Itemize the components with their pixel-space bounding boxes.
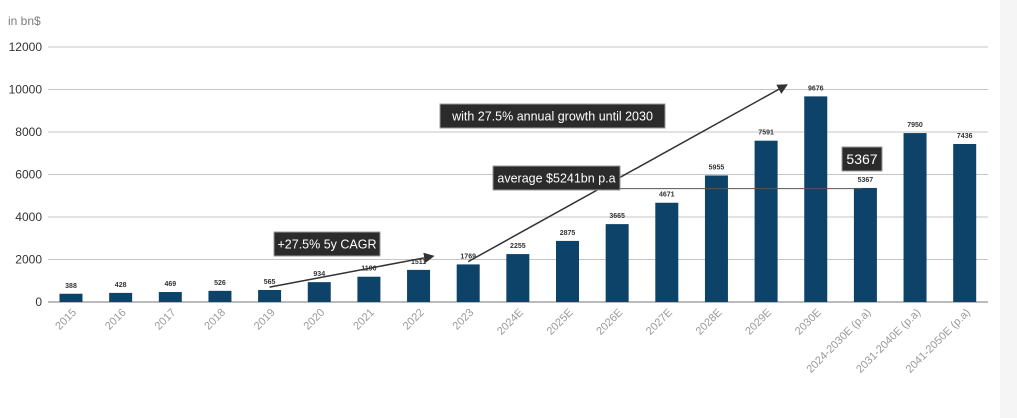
x-tick-label: 2027E xyxy=(644,307,675,338)
x-tick-label: 2018 xyxy=(202,307,228,333)
bar-value-label: 7436 xyxy=(957,133,973,140)
x-tick-label: 2021 xyxy=(351,307,377,333)
bar xyxy=(456,264,480,302)
growth-callout-box xyxy=(439,103,666,129)
cagr-callout-text: +27.5% 5y CAGR xyxy=(277,238,376,252)
x-tick-label: 2026E xyxy=(594,307,625,338)
growth-callout-text: with 27.5% annual growth until 2030 xyxy=(451,110,653,124)
cagr-callout: +27.5% 5y CAGR xyxy=(273,231,381,257)
x-tick-label: 2016 xyxy=(103,307,129,333)
bar xyxy=(556,240,579,302)
bar xyxy=(903,133,927,302)
bar-value-label: 934 xyxy=(313,271,325,278)
average-callout-box xyxy=(492,165,621,191)
bar-value-label: 428 xyxy=(115,282,127,289)
cagr-callout-box xyxy=(273,231,381,257)
bar-value-label: 7591 xyxy=(758,130,774,137)
bar-value-label: 2875 xyxy=(560,230,576,237)
bar-value-label: 1769 xyxy=(460,253,476,260)
bar-value-label: 3665 xyxy=(609,213,625,220)
bar xyxy=(853,187,877,302)
bar-value-label: 2255 xyxy=(510,243,526,250)
bar xyxy=(754,140,778,302)
average-callout: average $5241bn p.a xyxy=(492,165,621,191)
cagr-arrow xyxy=(269,252,435,288)
average-value-callout-box xyxy=(841,146,883,172)
x-tick-label: 2023 xyxy=(451,307,477,333)
bar xyxy=(258,289,282,302)
y-tick-label: 6000 xyxy=(15,168,42,182)
bar-value-label: 1190 xyxy=(361,266,376,273)
bar xyxy=(407,269,431,302)
y-tick-label: 2000 xyxy=(15,253,42,267)
bar xyxy=(357,276,381,302)
x-tick-label: 2025E xyxy=(545,307,576,338)
y-tick-label: 0 xyxy=(35,295,42,309)
x-tick-label: 2022 xyxy=(401,307,427,333)
average-callout-text: average $5241bn p.a xyxy=(497,172,615,186)
average-value-callout-text: 5367 xyxy=(846,151,877,167)
bar xyxy=(804,96,828,302)
bar-value-label: 5955 xyxy=(709,164,725,171)
x-tick-label: 2019 xyxy=(252,307,278,333)
bar xyxy=(506,254,530,302)
bar xyxy=(307,282,331,302)
x-tick-label: 2020 xyxy=(302,307,328,333)
average-value-callout: 5367 xyxy=(841,146,883,172)
growth-callout: with 27.5% annual growth until 2030 xyxy=(439,103,666,129)
bar-value-label: 4671 xyxy=(659,192,675,199)
bar xyxy=(953,143,977,302)
x-tick-label: 2024E xyxy=(495,307,526,338)
x-tick-label: 2029E xyxy=(743,307,774,338)
y-axis-unit-label: in bn$ xyxy=(8,14,41,28)
bar xyxy=(158,292,182,302)
growth-arrow xyxy=(467,84,788,263)
y-tick-label: 8000 xyxy=(15,125,42,139)
right-edge-strip xyxy=(1000,0,1017,418)
bar-value-label: 388 xyxy=(65,283,77,290)
x-tick-label: 2015 xyxy=(53,307,79,333)
y-tick-label: 12000 xyxy=(9,40,43,54)
bar-value-label: 526 xyxy=(214,280,226,287)
bar xyxy=(208,290,232,302)
bar xyxy=(655,202,679,302)
bar-value-label: 469 xyxy=(164,281,176,288)
bar-value-label: 7950 xyxy=(907,122,923,129)
x-tick-label: 2030E xyxy=(793,307,824,338)
bar xyxy=(605,224,629,302)
bar-value-label: 9676 xyxy=(808,85,824,92)
x-tick-label: 2017 xyxy=(153,307,179,333)
bar xyxy=(59,293,83,302)
y-tick-label: 10000 xyxy=(9,83,43,97)
bar-value-label: 565 xyxy=(264,279,276,286)
bar xyxy=(109,292,133,302)
bar xyxy=(704,175,728,302)
x-tick-label: 2028E xyxy=(694,307,725,338)
y-tick-label: 4000 xyxy=(15,210,42,224)
bar-value-label: 1511 xyxy=(411,259,426,266)
bar-value-label: 5367 xyxy=(858,177,874,184)
